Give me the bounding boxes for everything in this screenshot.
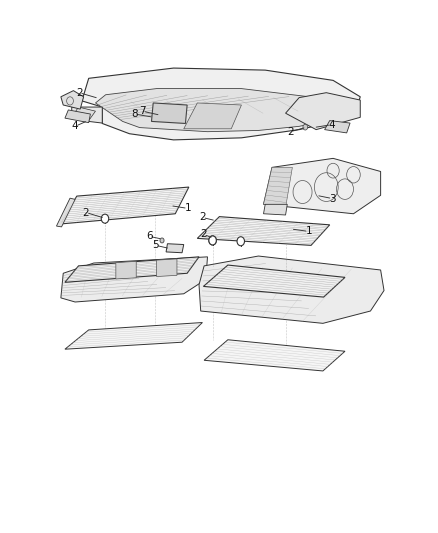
Polygon shape [197, 216, 330, 245]
Polygon shape [204, 340, 345, 371]
Text: 2: 2 [83, 207, 89, 217]
Polygon shape [199, 256, 384, 324]
Text: 4: 4 [72, 122, 78, 131]
Text: 2: 2 [199, 213, 206, 222]
Circle shape [101, 214, 109, 223]
Polygon shape [264, 204, 287, 215]
Text: 4: 4 [328, 120, 335, 130]
Circle shape [209, 236, 216, 245]
Polygon shape [264, 167, 293, 207]
Text: 3: 3 [329, 193, 336, 204]
Text: 5: 5 [152, 240, 159, 251]
Polygon shape [61, 91, 84, 109]
Circle shape [160, 238, 164, 243]
Polygon shape [82, 68, 360, 140]
Polygon shape [264, 158, 381, 214]
Polygon shape [286, 93, 360, 130]
Polygon shape [65, 110, 90, 123]
Text: 2: 2 [76, 88, 82, 98]
Polygon shape [203, 265, 345, 297]
Polygon shape [61, 257, 208, 302]
Circle shape [209, 236, 216, 245]
Text: 8: 8 [131, 109, 138, 119]
Polygon shape [116, 261, 136, 279]
Polygon shape [72, 107, 102, 123]
Polygon shape [72, 107, 95, 120]
Polygon shape [60, 187, 189, 224]
Polygon shape [156, 259, 177, 277]
Circle shape [237, 237, 244, 246]
Circle shape [303, 124, 307, 130]
Polygon shape [95, 88, 333, 132]
Text: 1: 1 [305, 227, 312, 237]
Polygon shape [184, 103, 241, 129]
Text: 2: 2 [200, 229, 207, 239]
Polygon shape [325, 120, 350, 133]
Text: 6: 6 [146, 231, 152, 241]
Polygon shape [57, 198, 75, 227]
Text: 7: 7 [139, 106, 146, 116]
Polygon shape [65, 322, 202, 349]
Text: 2: 2 [287, 127, 294, 136]
Polygon shape [65, 257, 199, 282]
Polygon shape [166, 244, 184, 253]
Text: 1: 1 [184, 204, 191, 213]
Polygon shape [152, 103, 187, 124]
